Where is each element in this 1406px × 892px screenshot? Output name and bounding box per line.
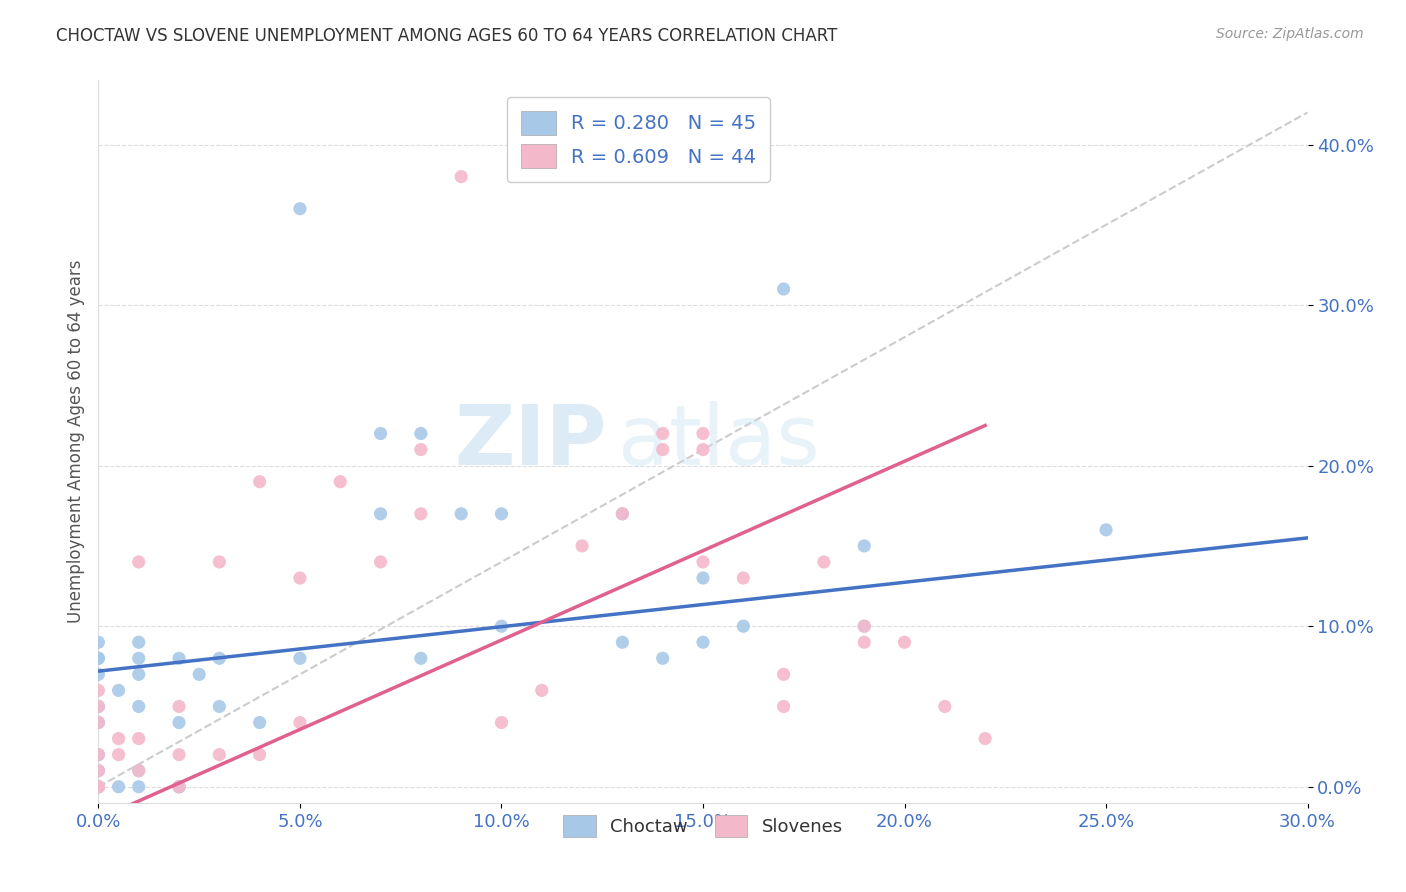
Point — [87, 667, 110, 681]
Legend: Choctaw, Slovenes: Choctaw, Slovenes — [555, 808, 851, 845]
Point — [208, 651, 231, 665]
Point — [651, 426, 673, 441]
Point — [370, 507, 392, 521]
Point — [571, 539, 593, 553]
Point — [772, 282, 794, 296]
Point — [87, 780, 110, 794]
Point — [612, 507, 634, 521]
Point — [128, 699, 150, 714]
Point — [853, 619, 876, 633]
Point — [128, 780, 150, 794]
Point — [87, 747, 110, 762]
Point — [853, 539, 876, 553]
Point — [107, 731, 129, 746]
Point — [208, 555, 231, 569]
Point — [853, 619, 876, 633]
Point — [87, 780, 110, 794]
Point — [249, 715, 271, 730]
Point — [772, 667, 794, 681]
Text: atlas: atlas — [619, 401, 820, 482]
Text: CHOCTAW VS SLOVENE UNEMPLOYMENT AMONG AGES 60 TO 64 YEARS CORRELATION CHART: CHOCTAW VS SLOVENE UNEMPLOYMENT AMONG AG… — [56, 27, 838, 45]
Point — [651, 651, 673, 665]
Point — [370, 555, 392, 569]
Point — [87, 715, 110, 730]
Point — [167, 780, 190, 794]
Point — [974, 731, 997, 746]
Point — [409, 426, 432, 441]
Point — [692, 555, 714, 569]
Point — [409, 651, 432, 665]
Point — [450, 169, 472, 184]
Point — [128, 555, 150, 569]
Point — [208, 747, 231, 762]
Point — [934, 699, 956, 714]
Point — [249, 475, 271, 489]
Point — [288, 715, 311, 730]
Point — [87, 683, 110, 698]
Point — [893, 635, 915, 649]
Point — [409, 507, 432, 521]
Point — [692, 426, 714, 441]
Point — [87, 635, 110, 649]
Point — [288, 202, 311, 216]
Point — [1095, 523, 1118, 537]
Point — [107, 780, 129, 794]
Point — [87, 764, 110, 778]
Point — [128, 731, 150, 746]
Point — [733, 571, 755, 585]
Point — [87, 715, 110, 730]
Point — [329, 475, 352, 489]
Point — [87, 651, 110, 665]
Point — [853, 635, 876, 649]
Point — [370, 426, 392, 441]
Point — [87, 764, 110, 778]
Point — [188, 667, 211, 681]
Point — [530, 683, 553, 698]
Point — [87, 780, 110, 794]
Point — [813, 555, 835, 569]
Point — [167, 715, 190, 730]
Point — [491, 715, 513, 730]
Point — [612, 635, 634, 649]
Point — [249, 747, 271, 762]
Point — [128, 635, 150, 649]
Point — [128, 667, 150, 681]
Point — [87, 747, 110, 762]
Point — [167, 651, 190, 665]
Point — [87, 699, 110, 714]
Point — [128, 764, 150, 778]
Point — [167, 780, 190, 794]
Point — [167, 699, 190, 714]
Point — [692, 442, 714, 457]
Point — [288, 651, 311, 665]
Point — [208, 699, 231, 714]
Point — [491, 619, 513, 633]
Point — [733, 619, 755, 633]
Point — [128, 651, 150, 665]
Point — [651, 442, 673, 457]
Point — [450, 507, 472, 521]
Text: Source: ZipAtlas.com: Source: ZipAtlas.com — [1216, 27, 1364, 41]
Point — [612, 507, 634, 521]
Point — [87, 699, 110, 714]
Point — [692, 571, 714, 585]
Point — [772, 699, 794, 714]
Point — [409, 442, 432, 457]
Point — [167, 780, 190, 794]
Y-axis label: Unemployment Among Ages 60 to 64 years: Unemployment Among Ages 60 to 64 years — [66, 260, 84, 624]
Point — [107, 747, 129, 762]
Text: ZIP: ZIP — [454, 401, 606, 482]
Point — [87, 651, 110, 665]
Point — [87, 780, 110, 794]
Point — [692, 635, 714, 649]
Point — [491, 507, 513, 521]
Point — [288, 571, 311, 585]
Point — [107, 683, 129, 698]
Point — [128, 764, 150, 778]
Point — [167, 747, 190, 762]
